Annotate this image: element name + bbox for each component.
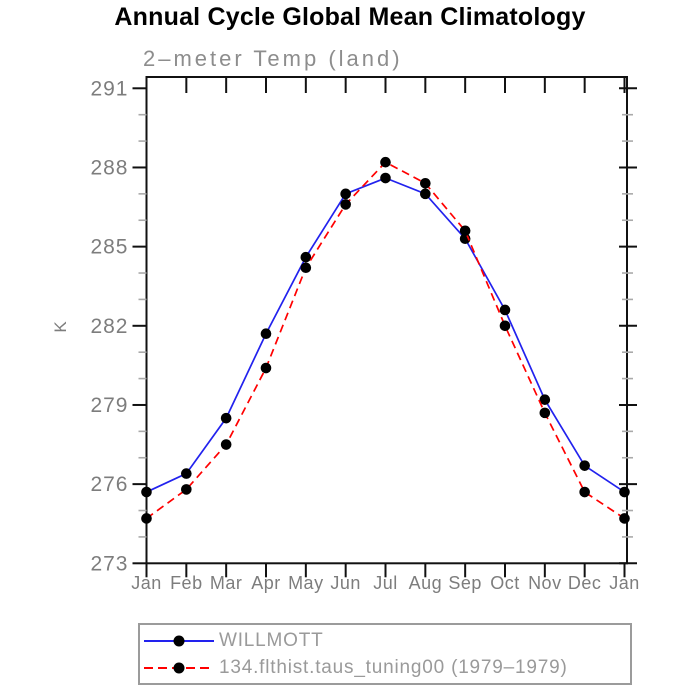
data-point-marker [181,468,192,479]
legend-model-label: 134.flthist.taus_tuning00 (1979–1979) [219,656,568,678]
series-model [141,156,630,524]
svg-text:288: 288 [90,156,128,179]
svg-text:273: 273 [90,552,128,575]
legend-box: WILLMOTT 134.flthist.taus_tuning00 (1979… [138,623,632,685]
svg-text:Nov: Nov [528,573,562,593]
data-point-marker [380,172,391,184]
data-point-marker [141,486,152,498]
data-point-marker [141,513,152,524]
svg-text:Sep: Sep [448,573,482,593]
legend-item-model: 134.flthist.taus_tuning00 (1979–1979) [142,654,630,681]
legend-item-willmott: WILLMOTT [142,627,630,654]
data-point-marker [459,225,471,237]
chart-subtitle: 2–meter Temp (land) [143,46,403,71]
data-point-marker [340,199,351,210]
svg-text:Feb: Feb [170,573,203,593]
svg-text:Jul: Jul [373,573,398,593]
axes-frame [145,76,628,565]
x-axis-ticks: Jan Feb Mar Apr May Jun Jul Aug Sep Oct Nov Dec Jan [131,77,640,593]
data-point-marker [499,320,511,332]
legend-willmott-label: WILLMOTT [219,629,324,651]
svg-text:K: K [51,321,70,333]
data-point-marker [420,188,431,200]
data-point-marker [619,513,630,524]
svg-text:Jan: Jan [609,573,640,593]
svg-text:282: 282 [90,315,128,338]
svg-text:Dec: Dec [568,573,602,593]
svg-text:Jan: Jan [131,573,162,593]
svg-text:Jun: Jun [330,573,361,593]
y-axis-ticks: 273 276 279 282 285 288 291 [90,77,637,575]
data-point-marker [220,439,232,450]
series-willmott [141,172,630,498]
svg-text:276: 276 [90,473,128,496]
chart-title: Annual Cycle Global Mean Climatology [114,3,586,31]
data-point-marker [300,262,312,274]
data-point-marker [499,304,511,316]
svg-text:May: May [288,573,324,593]
data-point-marker [579,486,590,498]
svg-text:Apr: Apr [251,573,281,593]
data-point-marker [579,460,590,471]
legend-model-line-icon [144,662,214,673]
svg-text:285: 285 [90,236,128,259]
data-point-marker [300,251,312,263]
data-point-marker [539,394,551,405]
legend-willmott-line-icon [144,635,214,646]
y-axis-label: K [51,321,70,333]
svg-text:291: 291 [90,77,128,100]
data-point-marker [380,156,391,168]
data-point-marker [181,484,192,495]
data-point-marker [340,188,351,200]
data-point-marker [420,178,431,189]
svg-text:Aug: Aug [409,573,443,593]
data-point-marker [619,486,630,498]
data-point-marker [539,407,551,419]
svg-text:279: 279 [90,394,128,417]
data-point-marker [220,412,232,424]
svg-text:Oct: Oct [490,573,520,593]
data-point-marker [260,362,272,374]
data-point-marker [260,328,272,340]
svg-text:Mar: Mar [210,573,243,593]
